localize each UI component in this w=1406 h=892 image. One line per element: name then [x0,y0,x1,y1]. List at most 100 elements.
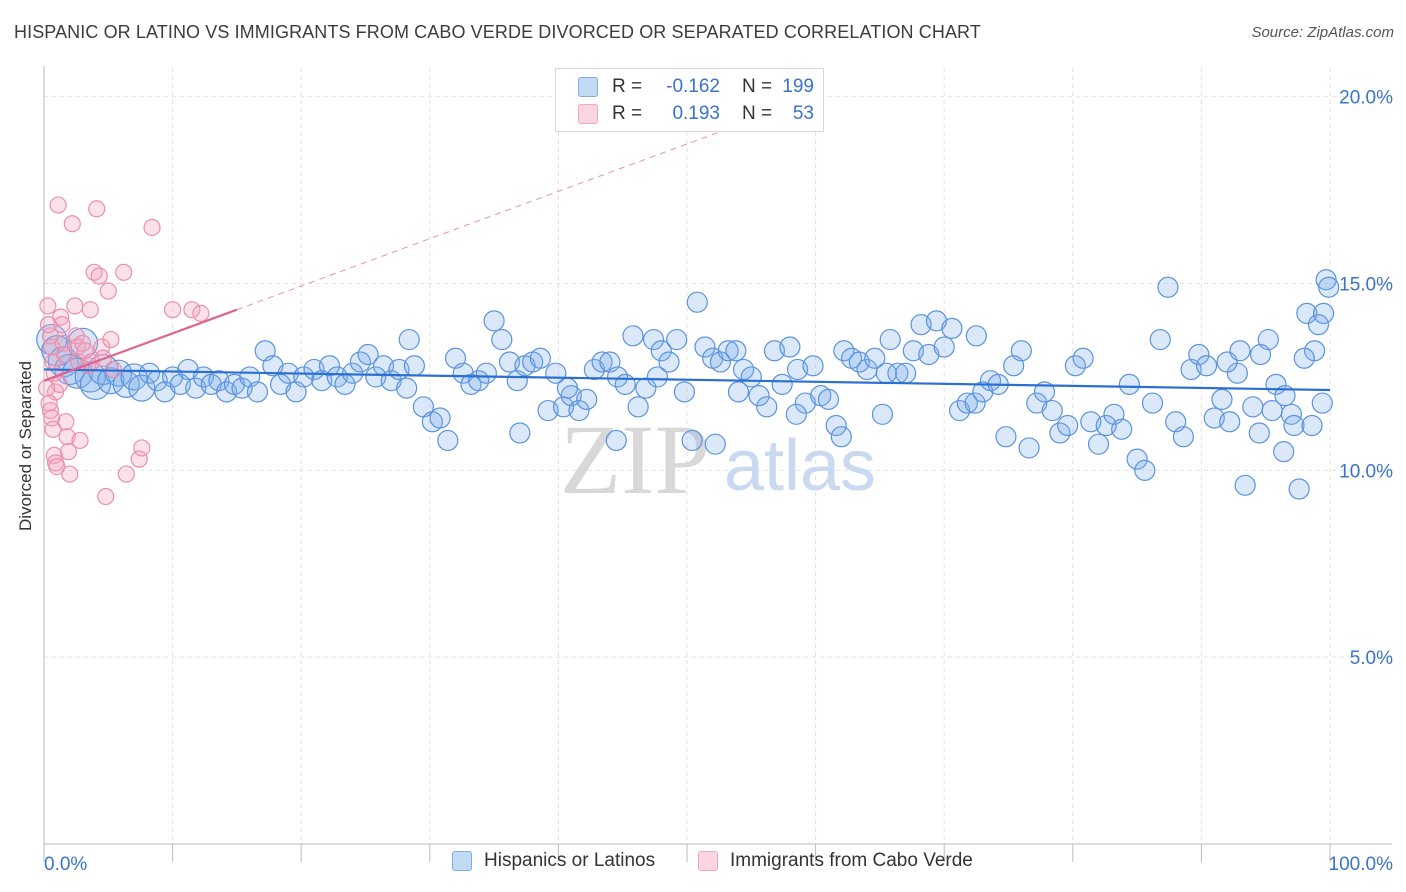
hispanic-point [650,340,672,362]
hispanic-point [1033,381,1056,403]
x-tick-label: 0.0% [44,854,87,875]
hispanic-point [622,325,644,347]
hispanic-point [1134,459,1156,481]
bottom-legend-item-hispanics: Hispanics or Latinos [452,850,655,872]
legend-n-label: N = [742,103,773,124]
legend-n-value: 53 [792,103,814,124]
legend-r-value: 0.193 [672,103,720,124]
hispanic-point [1234,474,1256,496]
hispanic-point [732,358,755,381]
hispanic-point [802,355,824,377]
hispanic-point [871,403,894,425]
cabo-verde-point [59,443,78,461]
hispanic-point [1248,422,1270,444]
hispanic-point [475,362,497,384]
hispanic-point [262,355,284,377]
x-tick-label: 100.0% [1329,854,1394,875]
cabo-verde-point [58,428,76,446]
cabo-verde-point [192,304,210,323]
cabo-verde-point [99,282,117,300]
hispanic-point [1064,355,1086,377]
hispanic-point [1283,414,1305,437]
hispanic-point [1219,411,1241,433]
cabo-verde-point [39,316,58,334]
hispanic-point [779,336,801,358]
series-hispanics-or-latinos [36,269,1340,500]
hispanic-point [830,426,852,448]
cabo-verde-point [143,218,161,237]
hispanic-point [1318,276,1340,298]
hispanic-point [864,347,886,369]
hispanic-point [627,396,649,418]
hispanic-point [138,362,161,384]
cabo-verde-point [164,301,182,319]
cabo-verde-point [90,267,108,285]
hispanic-point [606,366,629,388]
cabo-verde-point [49,196,67,214]
hispanic-point [918,343,940,366]
cabo-verde-trend-line [43,308,238,382]
bottom-legend-label: Hispanics or Latinos [484,850,656,871]
hispanic-point [583,358,606,381]
cabo-verde-trend-extension [236,96,816,311]
hispanic-point [704,433,726,455]
cabo-verde-point [115,263,133,281]
hispanic-point [483,310,505,332]
hispanic-point [1141,392,1164,414]
hispanic-point [833,340,855,362]
series-immigrants-from-cabo-verde [37,196,210,506]
legend-row-cabo-verde: R = 0.193 N = 53 [578,101,814,127]
hispanic-point [357,343,379,366]
hispanic-point [895,362,917,384]
source-label: Source: ZipAtlas.com [1251,24,1394,41]
hispanic-point [1307,314,1330,336]
hispanic-point [509,422,531,444]
hispanic-point [771,373,793,395]
hispanic-point [437,429,459,452]
hispanic-point [529,347,551,369]
legend-r-label: R = [612,76,643,97]
hispanic-point [398,328,420,351]
hispanic-point [694,336,716,358]
legend-swatch-pink [578,104,598,124]
hispanic-point [817,388,840,410]
legend-r-value: -0.162 [666,76,720,97]
axes [43,66,1392,862]
cabo-verde-point [117,465,135,483]
hispanic-point [1261,399,1283,422]
hispanic-point [1274,385,1296,407]
cabo-verde-point [61,465,79,483]
hispanic-point [1018,437,1040,459]
hispanic-point [995,426,1017,448]
cabo-verde-point [71,431,89,450]
y-tick-label: 15.0% [1339,275,1393,296]
hispanic-point [1157,276,1179,298]
hispanic-point [556,377,579,399]
cabo-verde-point [133,439,151,457]
hispanic-point [956,392,978,414]
hispanic-point [1118,373,1140,395]
hispanic-point [709,351,732,373]
hispanic-point [568,399,590,422]
hispanic-point [396,377,418,399]
hispanic-point [246,381,269,403]
cabo-verde-point [183,301,201,319]
chart-title: HISPANIC OR LATINO VS IMMIGRANTS FROM CA… [14,22,981,42]
hispanic-point [658,351,680,373]
cabo-verde-point [88,200,106,218]
hispanic-point [1229,340,1251,362]
hispanic-point [1049,422,1071,444]
hispanic-point [576,388,598,410]
cabo-verde-point [50,375,69,393]
hispanic-point [925,310,948,332]
legend-row-hispanics: R = -0.162 N = 199 [578,74,814,100]
trend-lines [43,96,1331,392]
y-tick-label: 20.0% [1339,88,1393,109]
hispanic-point [1312,302,1335,325]
bottom-legend-swatch-pink [698,851,718,871]
bottom-legend-label: Immigrants from Cabo Verde [730,850,973,871]
watermark-zip: ZIP [560,404,710,515]
hispanic-point [1111,418,1133,440]
hispanic-point [941,317,963,339]
